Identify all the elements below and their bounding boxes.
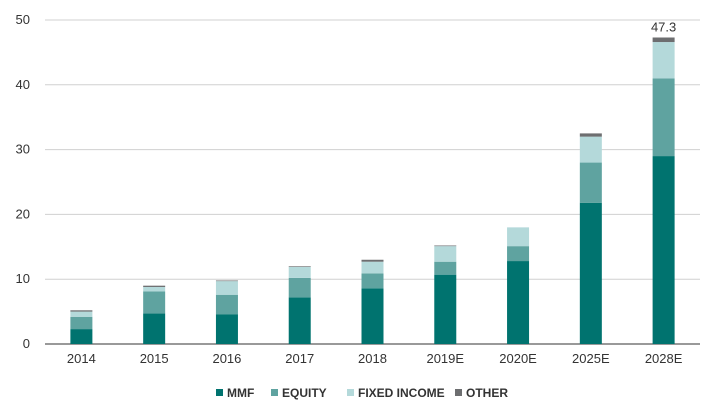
y-tick-label: 20 [16,206,30,221]
bar-segment-equity [215,294,238,315]
bar-segment-fixed-income [288,266,311,278]
bar-segment-equity [288,277,311,298]
bar-segment-fixed-income [434,246,457,262]
legend-label: FIXED INCOME [358,386,445,400]
x-tick-label: 2025E [572,351,610,366]
legend-swatch [271,389,278,396]
bar-segment-mmf [361,288,384,344]
legend-swatch [455,389,462,396]
y-tick-label: 10 [16,271,30,286]
bar-segment-mmf [434,274,457,344]
bar-segment-other [143,285,166,287]
x-tick-label: 2017 [285,351,314,366]
x-tick-label: 2016 [212,351,241,366]
x-tick-label: 2014 [67,351,96,366]
bar-segment-other [215,280,238,282]
bar-segment-mmf [288,297,311,344]
bar-segment-equity [507,246,530,262]
legend-swatch [347,389,354,396]
bar-segment-fixed-income [652,42,675,79]
bar-segment-equity [652,78,675,157]
bar-segment-mmf [652,156,675,344]
bar-segment-other [652,37,675,43]
bars [70,37,675,344]
y-axis-ticks: 0 10 20 30 40 50 [16,12,30,351]
bar-segment-fixed-income [70,311,93,317]
bar-segment-equity [579,162,602,203]
legend-label: OTHER [466,386,508,400]
bar-segment-fixed-income [507,227,530,247]
bar-segment-mmf [143,313,166,344]
bar-segment-other [361,259,384,262]
y-tick-label: 0 [23,336,30,351]
bar-segment-equity [70,316,93,330]
bar-segment-mmf [579,202,602,344]
legend-swatch [216,389,223,396]
bar-segment-mmf [215,314,238,344]
legend-label: EQUITY [282,386,327,400]
bar-segment-other [70,310,93,312]
data-label: 47.3 [651,19,676,34]
bar-segment-other [579,133,602,137]
bar-segment-fixed-income [361,261,384,274]
legend: MMF EQUITY FIXED INCOME OTHER [216,386,508,400]
bar-segment-fixed-income [215,281,238,295]
y-tick-label: 40 [16,77,30,92]
x-tick-label: 2015 [140,351,169,366]
bar-segment-other [288,266,311,267]
x-tick-label: 2019E [426,351,464,366]
x-tick-label: 2018 [358,351,387,366]
y-tick-label: 50 [16,12,30,27]
bar-segment-fixed-income [579,136,602,163]
bar-segment-other [434,245,457,247]
bar-segment-mmf [507,261,530,344]
x-tick-label: 2028E [645,351,683,366]
bar-segment-equity [434,261,457,275]
bar-segment-fixed-income [143,286,166,292]
x-axis-ticks: 2014 2015 2016 2017 2018 2019E 2020E 2025E 2028E [67,351,683,366]
y-tick-label: 30 [16,142,30,157]
bar-segment-equity [361,273,384,289]
legend-label: MMF [227,386,254,400]
x-tick-label: 2020E [499,351,537,366]
bar-segment-equity [143,291,166,314]
annotations: 47.3 [651,19,676,34]
bar-segment-mmf [70,329,93,344]
